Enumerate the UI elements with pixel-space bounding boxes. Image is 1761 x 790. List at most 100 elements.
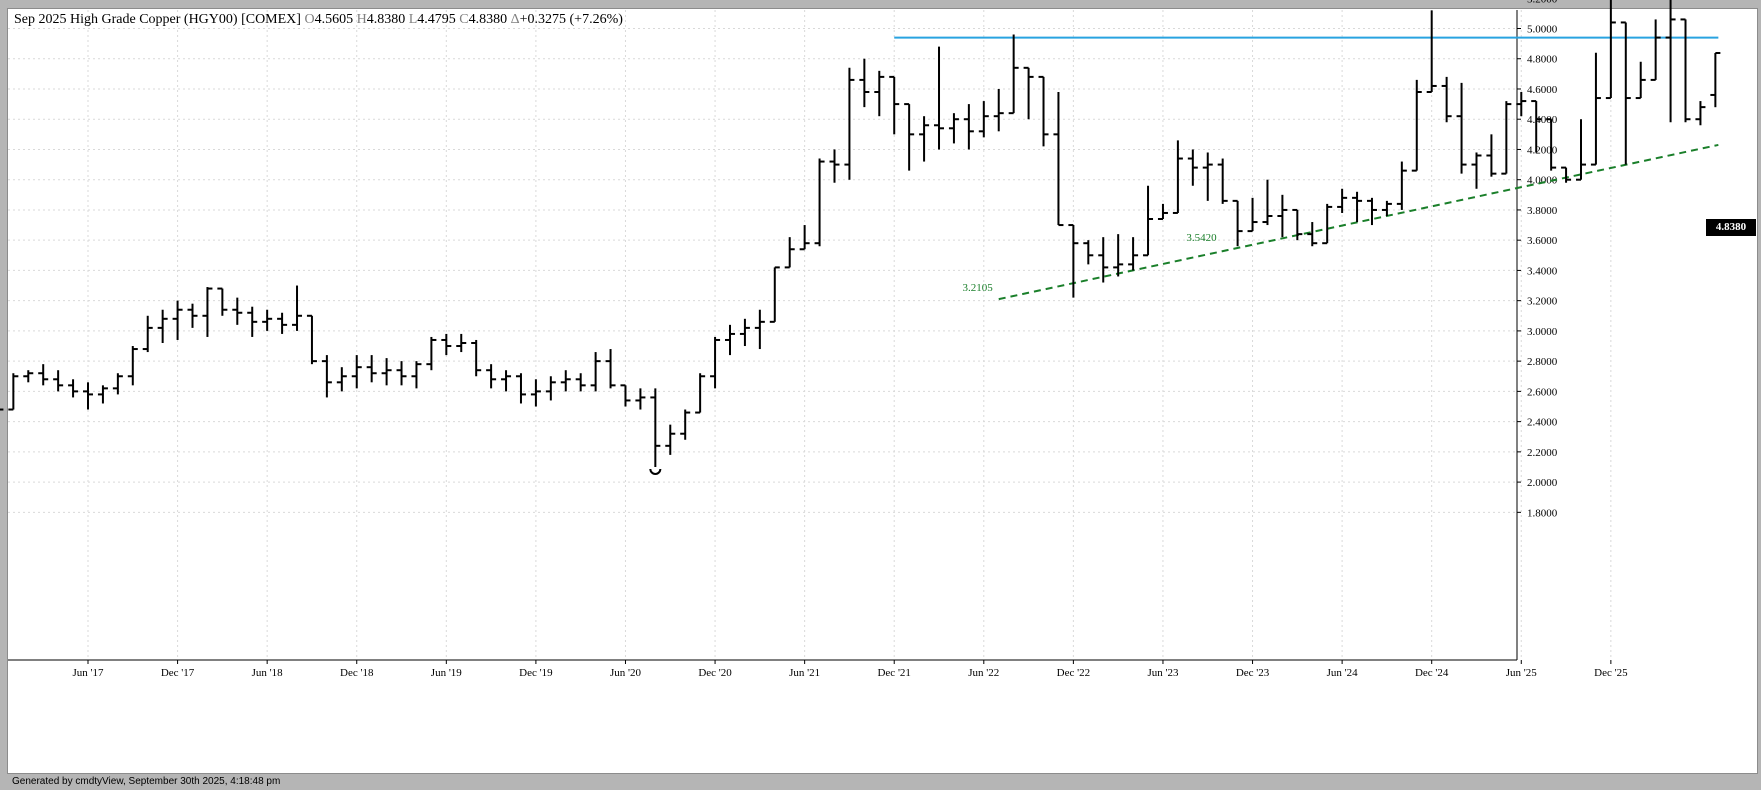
ohlc-bar[interactable]: [1605, 0, 1616, 100]
ohlc-bar[interactable]: [277, 312, 288, 334]
ohlc-bar[interactable]: [1710, 51, 1721, 108]
ohlc-bar[interactable]: [605, 349, 616, 389]
ohlc-bar[interactable]: [695, 373, 706, 414]
ohlc-bar[interactable]: [8, 373, 19, 411]
ohlc-bar[interactable]: [112, 373, 123, 395]
ohlc-bar[interactable]: [978, 101, 989, 138]
ohlc-bar[interactable]: [23, 370, 34, 383]
ohlc-bar[interactable]: [874, 70, 885, 117]
ohlc-bar[interactable]: [1665, 0, 1676, 123]
ohlc-bar[interactable]: [38, 364, 49, 386]
ohlc-bar[interactable]: [1023, 66, 1034, 120]
ohlc-bar[interactable]: [1083, 240, 1094, 265]
ohlc-bar[interactable]: [1411, 79, 1422, 172]
ohlc-bar[interactable]: [1292, 208, 1303, 241]
ohlc-bar[interactable]: [1561, 166, 1572, 183]
ohlc-bar[interactable]: [799, 225, 810, 251]
ohlc-bar[interactable]: [1322, 203, 1333, 245]
ohlc-bar[interactable]: [53, 370, 64, 392]
ohlc-bar[interactable]: [247, 306, 258, 337]
ohlc-bar[interactable]: [232, 297, 243, 325]
ohlc-bar[interactable]: [381, 358, 392, 386]
ohlc-bar[interactable]: [1381, 200, 1392, 216]
ohlc-bar[interactable]: [97, 385, 108, 404]
ohlc-bar[interactable]: [545, 376, 556, 401]
ohlc-bar[interactable]: [560, 370, 571, 392]
ohlc-bar[interactable]: [1262, 179, 1273, 226]
ohlc-bar[interactable]: [1128, 237, 1139, 271]
ohlc-bar[interactable]: [530, 379, 541, 407]
ohlc-bar[interactable]: [1471, 152, 1482, 189]
ohlc-bar[interactable]: [739, 318, 750, 347]
ohlc-bar[interactable]: [993, 88, 1004, 132]
ohlc-bar[interactable]: [1441, 76, 1452, 123]
ohlc-bar[interactable]: [1680, 18, 1691, 123]
ohlc-bar[interactable]: [501, 370, 512, 392]
ohlc-bar[interactable]: [844, 67, 855, 180]
ohlc-bar[interactable]: [127, 346, 138, 386]
ohlc-bar[interactable]: [157, 309, 168, 343]
ohlc-bar[interactable]: [963, 104, 974, 150]
ohlc-bar[interactable]: [1113, 234, 1124, 277]
ohlc-bar[interactable]: [814, 158, 825, 247]
ohlc-bar[interactable]: [1590, 52, 1601, 166]
ohlc-bar[interactable]: [1337, 188, 1348, 213]
ohlc-bar[interactable]: [784, 237, 795, 269]
ohlc-bar[interactable]: [336, 367, 347, 392]
ohlc-bar[interactable]: [1531, 100, 1542, 153]
ohlc-bar[interactable]: [1501, 101, 1512, 175]
ohlc-bar[interactable]: [1143, 185, 1154, 257]
ohlc-bar[interactable]: [1650, 19, 1661, 81]
ohlc-bar[interactable]: [411, 361, 422, 389]
ohlc-bar[interactable]: [575, 373, 586, 392]
ohlc-bar[interactable]: [515, 373, 526, 404]
ohlc-bar[interactable]: [306, 314, 317, 365]
ohlc-bar[interactable]: [1620, 21, 1631, 165]
ohlc-bar[interactable]: [1172, 140, 1183, 214]
ohlc-bar[interactable]: [1352, 191, 1363, 223]
ohlc-bar[interactable]: [0, 407, 4, 412]
ohlc-bar[interactable]: [889, 75, 900, 135]
ohlc-bar[interactable]: [1053, 92, 1064, 227]
ohlc-bar[interactable]: [68, 379, 79, 398]
ohlc-bar[interactable]: [396, 361, 407, 386]
ohlc-bar[interactable]: [1486, 134, 1497, 177]
ohlc-bar[interactable]: [590, 352, 601, 392]
ohlc-bar[interactable]: [620, 384, 631, 407]
ohlc-bar[interactable]: [829, 149, 840, 183]
ohlc-bar[interactable]: [1307, 222, 1318, 247]
ohlc-bar[interactable]: [1635, 61, 1646, 100]
ohlc-bar[interactable]: [202, 287, 213, 337]
ohlc-bar[interactable]: [1187, 149, 1198, 186]
ohlc-bar[interactable]: [919, 116, 930, 162]
ohlc-bar[interactable]: [650, 388, 661, 467]
ohlc-bar[interactable]: [1068, 224, 1079, 298]
ohlc-bar[interactable]: [1546, 118, 1557, 171]
ohlc-bar[interactable]: [1098, 237, 1109, 283]
ohlc-bar[interactable]: [426, 336, 437, 371]
ohlc-bar[interactable]: [680, 409, 691, 440]
ohlc-bar[interactable]: [934, 46, 945, 150]
ohlc-bar[interactable]: [1247, 197, 1258, 233]
ohlc-bar[interactable]: [1426, 10, 1437, 94]
ohlc-bar[interactable]: [172, 300, 183, 340]
ohlc-bar[interactable]: [769, 266, 780, 323]
ohlc-bar[interactable]: [486, 364, 497, 389]
ohlc-bar[interactable]: [948, 113, 959, 144]
ohlc-bar[interactable]: [1396, 161, 1407, 210]
ohlc-bar[interactable]: [142, 315, 153, 353]
ohlc-bar[interactable]: [665, 424, 676, 455]
ohlc-bar[interactable]: [1695, 101, 1706, 126]
ohlc-bar[interactable]: [351, 355, 362, 389]
ohlc-bar[interactable]: [187, 303, 198, 328]
ohlc-bar[interactable]: [1217, 158, 1228, 204]
ohlc-bar[interactable]: [1202, 152, 1213, 201]
ohlc-bar[interactable]: [724, 324, 735, 356]
ohlc-bar[interactable]: [456, 333, 467, 353]
ohlc-bar[interactable]: [904, 103, 915, 171]
ohlc-bar[interactable]: [1516, 92, 1527, 117]
ohlc-bar[interactable]: [1157, 203, 1168, 221]
ohlc-bar[interactable]: [1232, 199, 1243, 247]
ohlc-bar[interactable]: [754, 309, 765, 350]
ohlc-bar[interactable]: [1038, 75, 1049, 147]
